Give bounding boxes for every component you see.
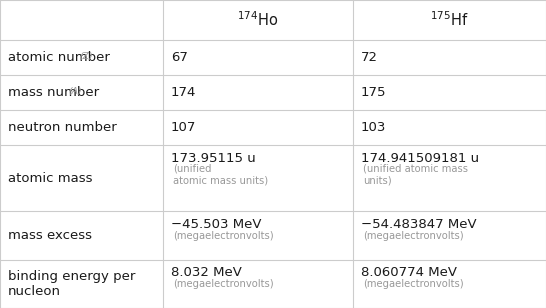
Text: −45.503 MeV: −45.503 MeV: [171, 218, 262, 231]
Text: atomic number: atomic number: [8, 51, 110, 64]
Text: (Z): (Z): [80, 52, 93, 61]
Text: $^{174}$Ho: $^{174}$Ho: [238, 11, 278, 29]
Text: 107: 107: [171, 121, 197, 134]
Text: binding energy per
nucleon: binding energy per nucleon: [8, 270, 135, 298]
Text: (megaelectronvolts): (megaelectronvolts): [173, 279, 274, 289]
Text: 103: 103: [361, 121, 387, 134]
Text: −54.483847 MeV: −54.483847 MeV: [361, 218, 477, 231]
Text: (unified atomic mass
units): (unified atomic mass units): [363, 164, 468, 186]
Text: (unified
atomic mass units): (unified atomic mass units): [173, 164, 268, 186]
Text: $^{175}$Hf: $^{175}$Hf: [430, 11, 469, 29]
Text: 67: 67: [171, 51, 188, 64]
Text: mass excess: mass excess: [8, 229, 92, 242]
Text: 174: 174: [171, 86, 197, 99]
Text: 175: 175: [361, 86, 387, 99]
Text: mass number: mass number: [8, 86, 99, 99]
Text: neutron number: neutron number: [8, 121, 117, 134]
Text: atomic mass: atomic mass: [8, 172, 92, 184]
Text: 72: 72: [361, 51, 378, 64]
Text: (megaelectronvolts): (megaelectronvolts): [173, 231, 274, 241]
Text: (megaelectronvolts): (megaelectronvolts): [363, 231, 464, 241]
Text: (A): (A): [68, 87, 82, 96]
Text: 8.060774 MeV: 8.060774 MeV: [361, 266, 457, 279]
Text: 174.941509181 u: 174.941509181 u: [361, 152, 479, 164]
Text: 8.032 MeV: 8.032 MeV: [171, 266, 242, 279]
Text: (megaelectronvolts): (megaelectronvolts): [363, 279, 464, 289]
Text: 173.95115 u: 173.95115 u: [171, 152, 256, 164]
